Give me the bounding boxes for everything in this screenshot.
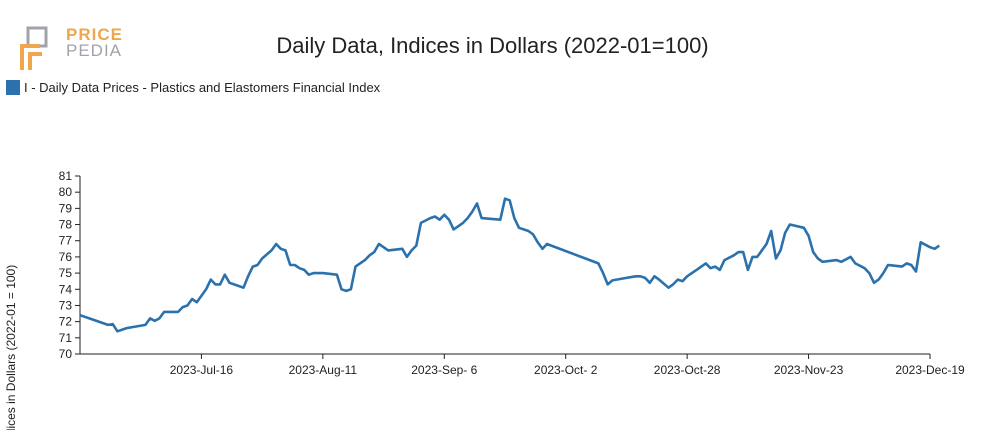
y-tick-label: 75 [59,266,73,280]
x-tick-label: 2023-Aug-11 [289,363,358,377]
logo-word-top: PRICE [66,25,123,44]
x-axis: 2023-Jul-16 2023-Aug-11 2023-Sep- 6 2023-Oc… [80,353,965,377]
y-tick-label: 79 [59,201,73,215]
x-tick-label: 2023-Dec-19 [895,363,965,377]
y-tick-label: 71 [59,331,73,345]
legend-label: I - Daily Data Prices - Plastics and Ela… [24,80,381,95]
x-tick-label: 2023-Oct-28 [654,363,721,377]
y-tick-label: 77 [59,234,73,248]
y-tick-label: 76 [59,250,73,264]
y-tick-label: 72 [59,315,73,329]
x-tick-label: 2023-Sep- 6 [411,363,477,377]
x-tick-label: 2023-Jul-16 [170,363,234,377]
legend-swatch [6,80,20,95]
y-axis-title: Indices in Dollars (2022-01 = 100) [4,265,18,430]
series-line [79,197,941,333]
y-tick-label: 78 [59,218,73,232]
y-tick-label: 80 [59,185,73,199]
y-tick-label: 70 [59,347,73,361]
chart-title: Daily Data, Indices in Dollars (2022-01=… [276,33,709,58]
x-tick-label: 2023-Oct- 2 [534,363,598,377]
logo-word-bottom: PEDIA [66,41,123,60]
pricepedia-logo-mark [20,26,48,70]
pricepedia-logo: PRICE PEDIA [18,25,128,76]
legend: I - Daily Data Prices - Plastics and Ela… [6,80,380,95]
y-tick-label: 73 [59,298,73,312]
y-tick-label: 74 [59,282,73,296]
x-tick-label: 2023-Nov-23 [774,363,844,377]
series-layer [79,197,941,333]
y-tick-label: 81 [59,169,73,183]
y-axis: 70 71 72 73 74 75 76 77 78 79 80 81 [59,169,81,361]
